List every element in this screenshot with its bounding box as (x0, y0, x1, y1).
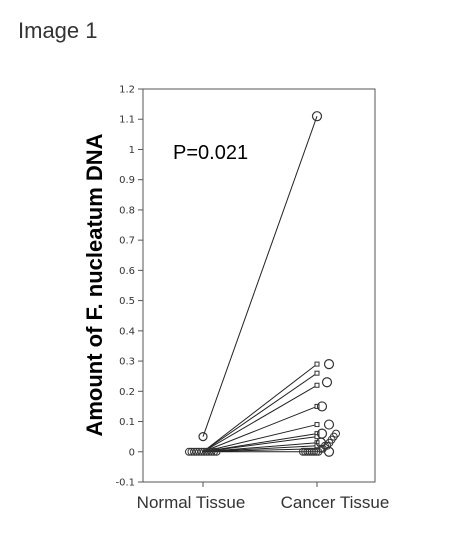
normal-outlier (198, 432, 208, 442)
figure-label: Image 1 (18, 18, 98, 43)
y-tick-label: 0.9 (119, 175, 135, 186)
cancer-outlier (311, 111, 323, 122)
y-tick-label: 0.5 (119, 296, 135, 307)
cancer-square-marker (314, 382, 320, 388)
cancer-outlier (321, 377, 333, 388)
cancer-square-marker (314, 422, 320, 428)
paired-line (202, 442, 318, 453)
y-axis-label: Amount of F. nucleatum DNA (82, 133, 107, 436)
paired-line (202, 372, 318, 453)
normal-point (210, 447, 218, 456)
cancer-outlier (316, 401, 328, 412)
y-tick-label: 0.7 (119, 236, 135, 247)
cancer-outlier (315, 437, 327, 448)
paired-line (202, 424, 318, 453)
paired-line (202, 445, 318, 453)
y-tick-label: 1 (129, 145, 135, 156)
y-tick-label: 0 (129, 447, 135, 458)
y-tick-label: 0.4 (119, 326, 135, 337)
cancer-point (332, 429, 340, 438)
paired-line (202, 116, 318, 437)
x-category-label: Normal Tissue (137, 493, 246, 512)
normal-point (207, 447, 216, 456)
p-value-annotation: P=0.021 (173, 142, 248, 164)
y-tick-label: 0.2 (119, 387, 135, 398)
normal-point (212, 447, 221, 456)
paired-line (202, 363, 318, 453)
cancer-outlier (323, 419, 335, 430)
paired-line (202, 405, 318, 453)
paired-line (202, 436, 318, 453)
cancer-outlier (323, 446, 335, 457)
x-category-label: Cancer Tissue (281, 493, 390, 512)
paired-line (202, 448, 318, 453)
paired-line (202, 384, 318, 453)
y-tick-label: 0.3 (119, 357, 135, 368)
y-tick-label: 0.6 (119, 266, 135, 277)
cancer-square-marker (314, 370, 320, 376)
cancer-square-marker (314, 361, 320, 367)
y-tick-label: 1.1 (119, 115, 135, 126)
y-tick-label: 0.8 (119, 205, 135, 216)
y-tick-label: -0.1 (115, 478, 135, 489)
cancer-outlier (323, 359, 335, 370)
plot-frame (142, 88, 376, 483)
y-tick-label: 0.1 (119, 417, 135, 428)
cancer-point (310, 447, 318, 456)
y-tick-label: 1.2 (119, 85, 135, 96)
